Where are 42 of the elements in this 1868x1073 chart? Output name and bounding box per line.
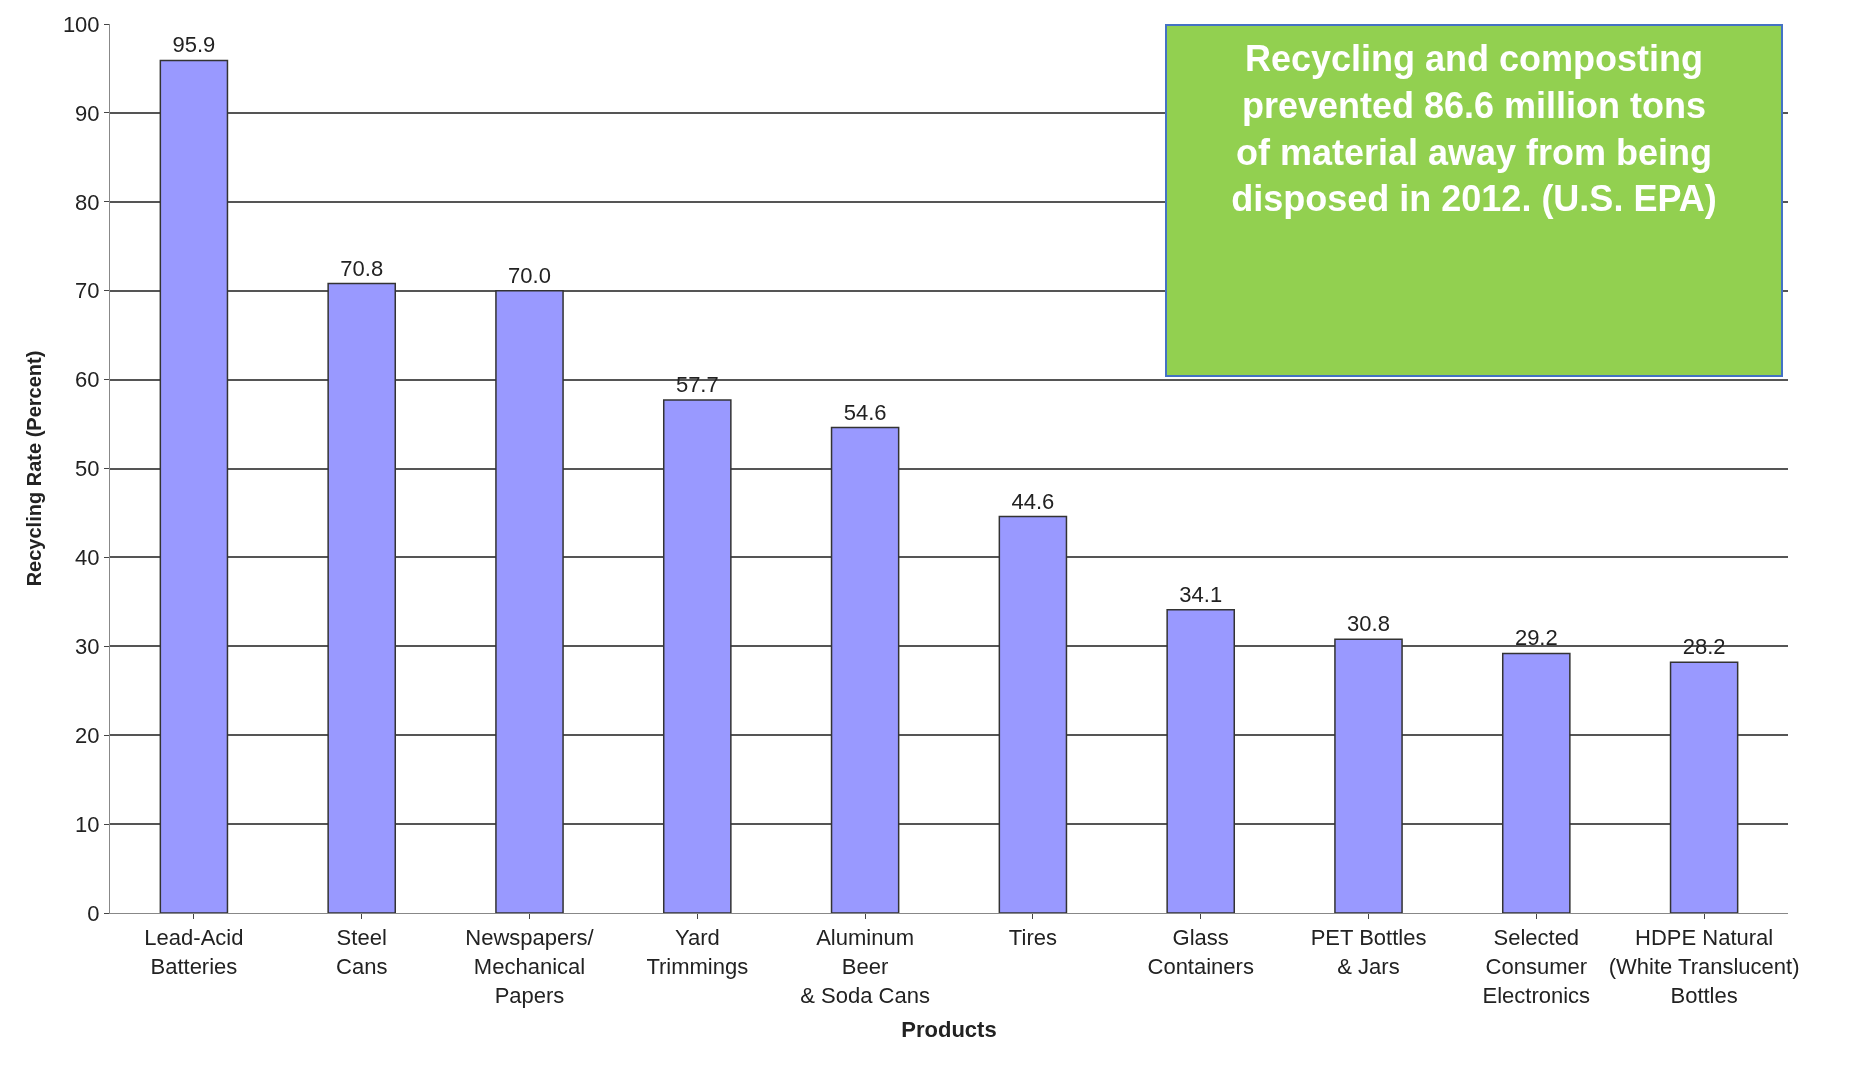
y-tick-label: 60: [75, 367, 100, 393]
y-tick-label: 10: [75, 811, 100, 837]
y-tick-label: 100: [62, 11, 100, 37]
y-tick-label: 20: [75, 722, 100, 748]
x-tick-label: Tires: [1008, 925, 1057, 951]
bar: [1669, 661, 1739, 913]
bar: [1334, 638, 1403, 913]
y-axis-title: Recycling Rate (Percent): [23, 350, 46, 587]
x-tick-label: Selected Consumer Electronics: [1482, 925, 1591, 1008]
x-tick-label: Steel Cans: [336, 925, 388, 979]
data-label: 70.0: [508, 262, 551, 288]
data-label: 30.8: [1347, 611, 1390, 637]
bar: [830, 426, 900, 913]
y-tick-label: 0: [87, 900, 100, 926]
y-tick-label: 90: [75, 100, 100, 126]
bar: [159, 59, 229, 913]
y-tick-label: 80: [75, 189, 100, 215]
bar: [998, 515, 1068, 913]
x-tick-label: Glass Containers: [1147, 925, 1254, 979]
y-tick-label: 70: [75, 278, 100, 304]
x-tick-label: Lead-Acid Batteries: [144, 925, 244, 979]
bar: [495, 289, 564, 913]
x-tick-label: PET Bottles & Jars: [1310, 925, 1427, 979]
y-tick-label: 30: [75, 634, 100, 659]
x-tick-label: Yard Trimmings: [646, 925, 749, 979]
x-tick-label: Newspapers/ Mechanical Papers: [465, 925, 595, 1008]
annotation: Recycling and composting prevented 86.6 million tons of material away from being disposed in 2012. (U.S. EPA): [1231, 38, 1717, 220]
bar: [1501, 652, 1571, 913]
y-tick-label: 40: [75, 545, 100, 571]
data-label: 70.8: [340, 255, 384, 281]
bar: [327, 282, 397, 913]
data-label: 95.9: [172, 32, 216, 58]
y-tick-label: 50: [75, 456, 100, 482]
x-axis-title: Products: [901, 1017, 997, 1043]
data-label: 29.2: [1514, 625, 1558, 651]
x-tick-label: Aluminum Beer & Soda Cans: [800, 925, 930, 1008]
data-label: 44.6: [1011, 488, 1055, 514]
data-label: 54.6: [843, 399, 887, 425]
data-label: 34.1: [1179, 581, 1223, 607]
x-tick-label: HDPE Natural (White Translucent) Bottles: [1608, 925, 1800, 1008]
bar: [662, 399, 732, 913]
bar: [1166, 609, 1236, 913]
